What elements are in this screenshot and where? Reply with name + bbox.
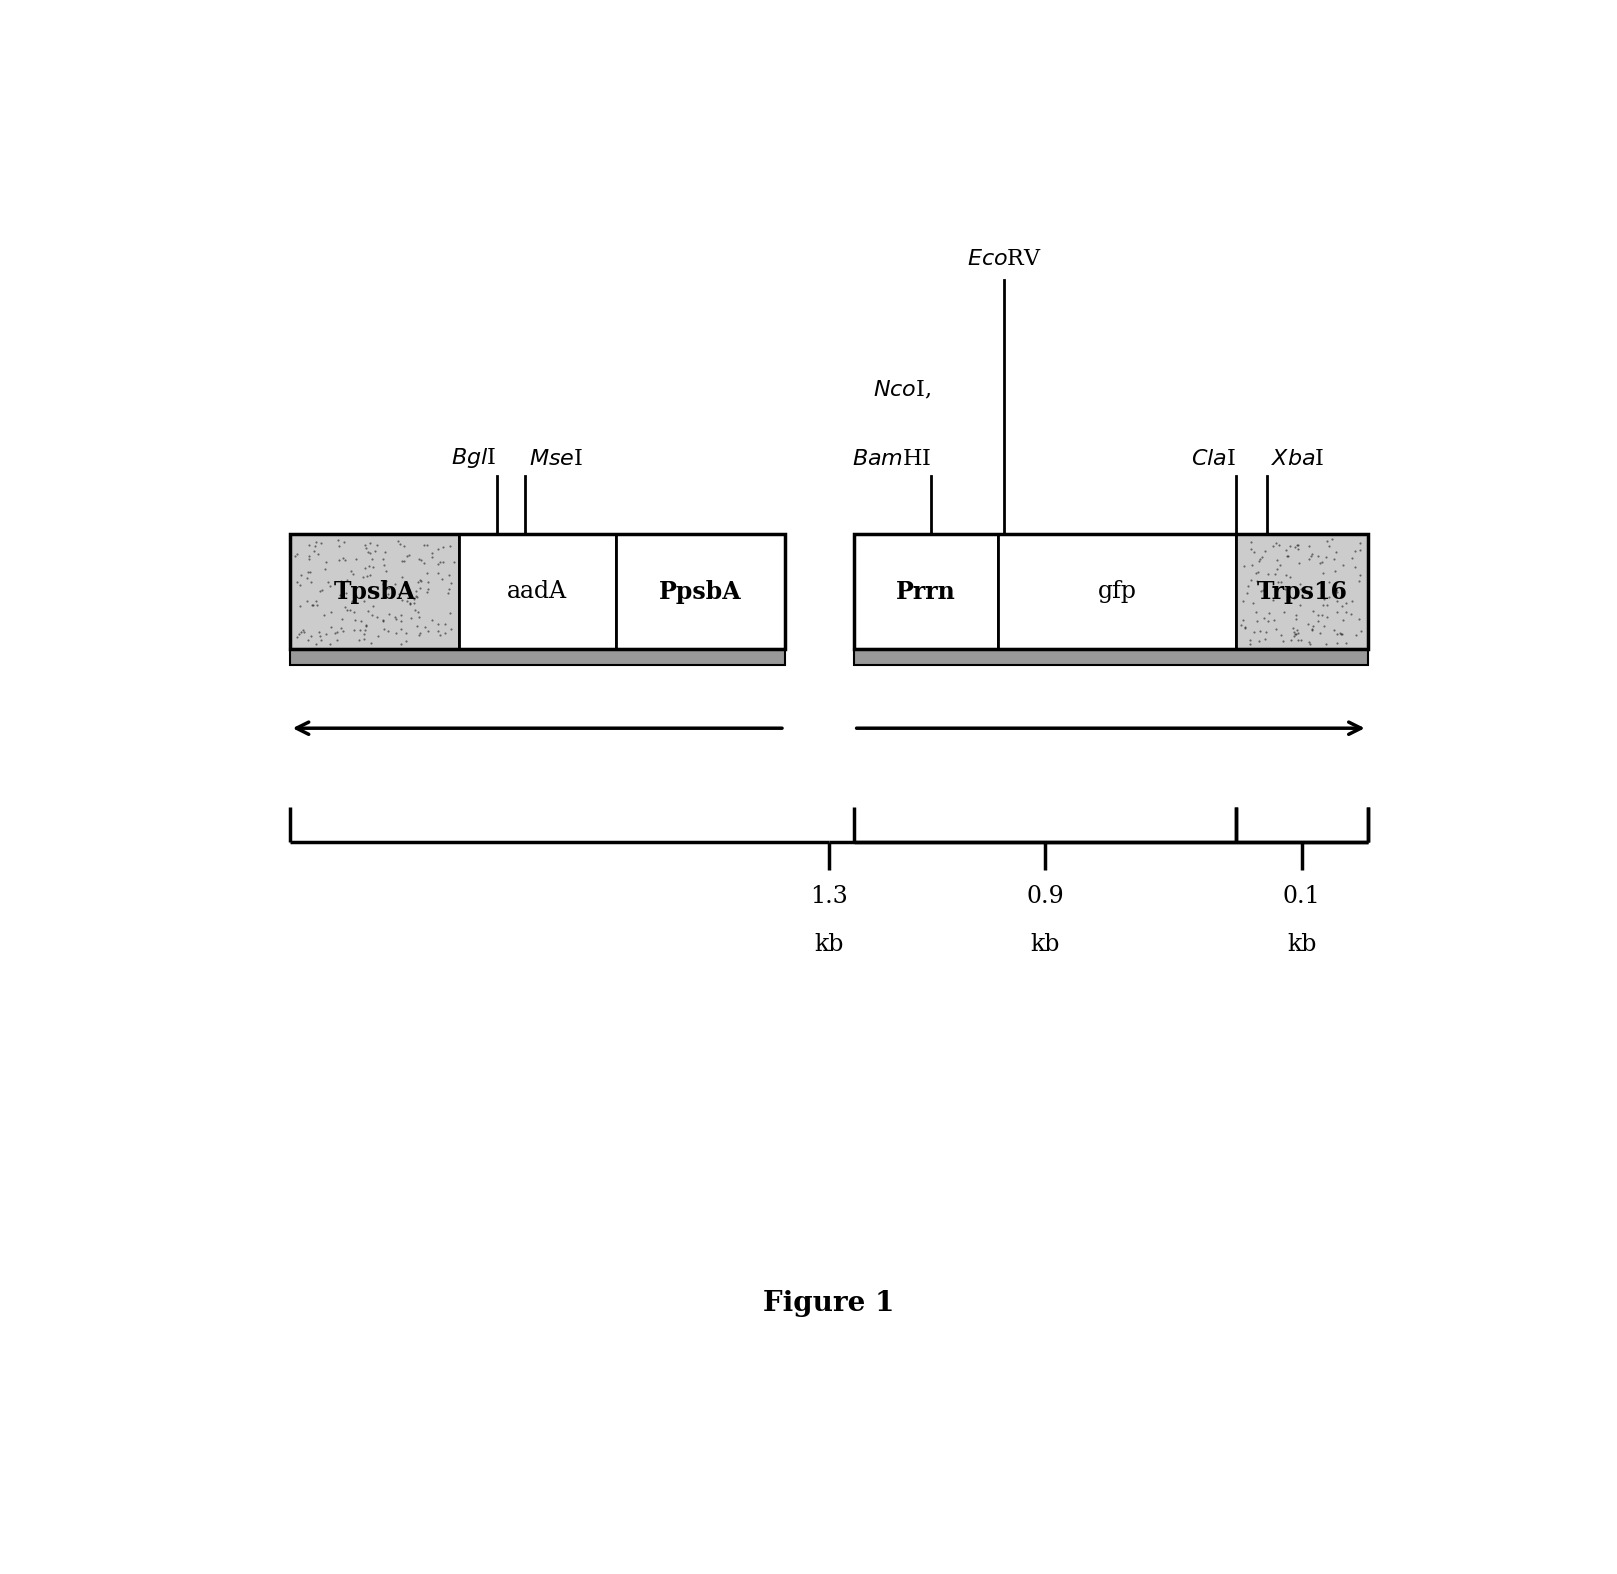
Text: $\mathit{Xba}$I: $\mathit{Xba}$I xyxy=(1271,449,1324,471)
Text: Prrn: Prrn xyxy=(896,579,956,604)
Text: $\mathit{Mse}$I: $\mathit{Mse}$I xyxy=(529,449,584,471)
Text: gfp: gfp xyxy=(1098,581,1137,603)
Bar xyxy=(459,534,616,650)
Text: 0.9: 0.9 xyxy=(1027,885,1064,908)
Text: 1.3: 1.3 xyxy=(810,885,847,908)
Text: kb: kb xyxy=(1030,933,1059,955)
Bar xyxy=(289,534,784,650)
Text: Figure 1: Figure 1 xyxy=(763,1291,894,1317)
Text: $\mathit{Cla}$I: $\mathit{Cla}$I xyxy=(1192,449,1235,471)
Text: $\mathit{Nco}$I,: $\mathit{Nco}$I, xyxy=(873,379,931,401)
Text: kb: kb xyxy=(1287,933,1316,955)
Text: Trps16: Trps16 xyxy=(1256,579,1347,604)
Text: PpsbA: PpsbA xyxy=(660,579,742,604)
Text: $\mathit{Bgl}$I: $\mathit{Bgl}$I xyxy=(451,445,496,471)
Text: aadA: aadA xyxy=(508,581,568,603)
Bar xyxy=(854,534,998,650)
Text: TpsbA: TpsbA xyxy=(333,579,416,604)
Bar xyxy=(854,650,1368,666)
Text: kb: kb xyxy=(813,933,844,955)
Text: $\mathit{Eco}$RV: $\mathit{Eco}$RV xyxy=(967,249,1041,271)
Text: $\mathit{Bam}$HI: $\mathit{Bam}$HI xyxy=(852,449,931,471)
Bar xyxy=(289,534,459,650)
Text: 0.1: 0.1 xyxy=(1282,885,1321,908)
Bar xyxy=(998,534,1235,650)
Bar xyxy=(616,534,784,650)
Bar xyxy=(289,650,784,666)
Bar xyxy=(1235,534,1368,650)
Bar xyxy=(854,534,1368,650)
